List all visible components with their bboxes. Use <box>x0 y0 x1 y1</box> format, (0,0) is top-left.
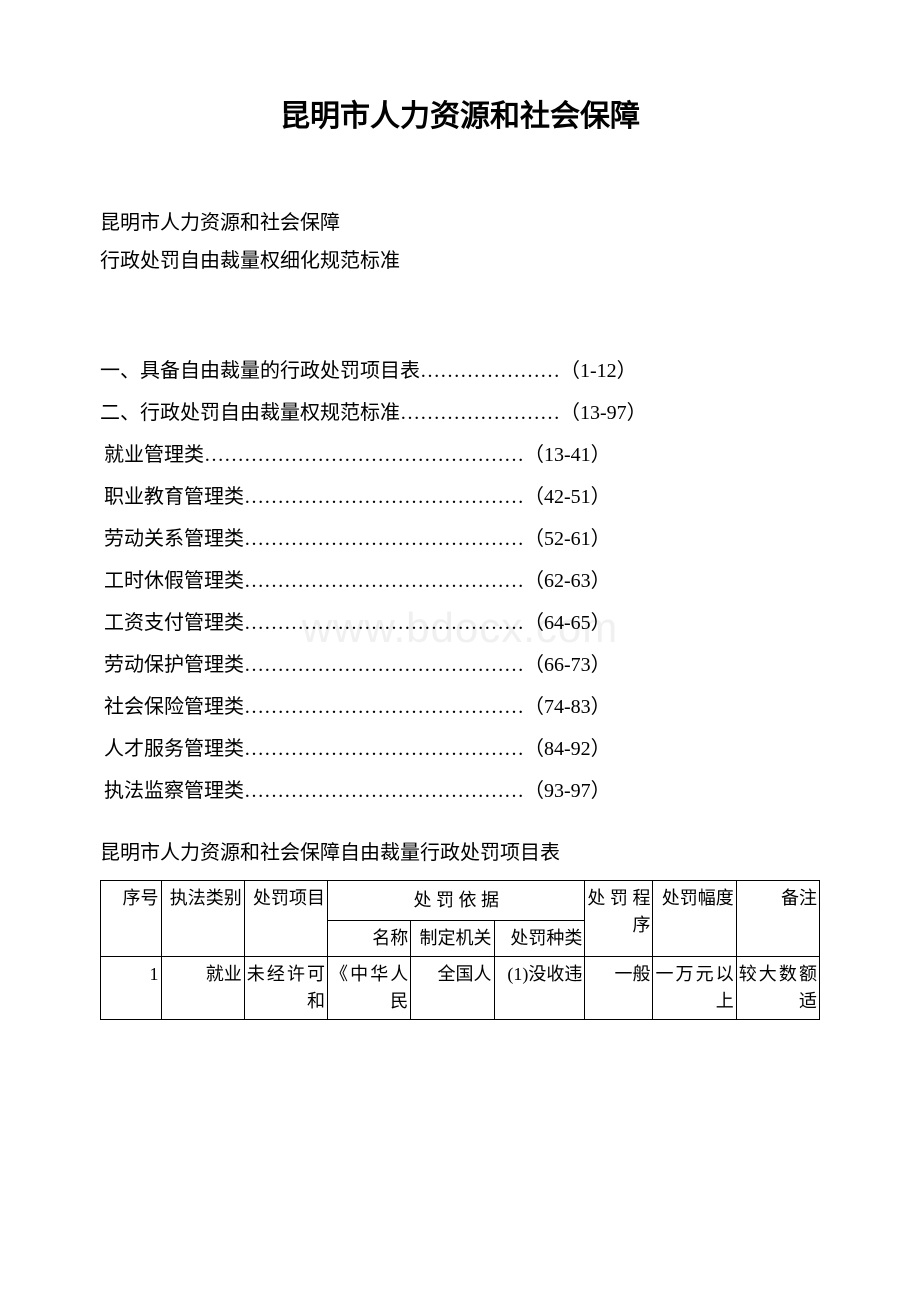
header-cell: 处罚程序 <box>585 881 653 957</box>
header-cell: 执法类别 <box>161 881 244 957</box>
toc-item: 一、具备自由裁量的行政处罚项目表…………………（1-12） <box>100 350 820 392</box>
data-cell: 就业 <box>161 957 244 1020</box>
data-cell: 全国人 <box>411 957 494 1020</box>
data-cell: 1 <box>101 957 162 1020</box>
header-cell: 备注 <box>736 881 819 957</box>
table-of-contents: 一、具备自由裁量的行政处罚项目表…………………（1-12） 二、行政处罚自由裁量… <box>100 350 820 812</box>
subtitle-block: 昆明市人力资源和社会保障 行政处罚自由裁量权细化规范标准 <box>100 204 820 280</box>
toc-item: 劳动关系管理类……………………………………（52-61） <box>100 518 820 560</box>
data-cell: 一万元以上 <box>653 957 736 1020</box>
header-cell: 处罚种类 <box>494 921 585 957</box>
data-cell: 《中华人民 <box>328 957 411 1020</box>
toc-item: 社会保险管理类……………………………………（74-83） <box>100 686 820 728</box>
header-cell: 处罚项目 <box>244 881 327 957</box>
data-cell: 未经许可和 <box>244 957 327 1020</box>
toc-item: 工时休假管理类……………………………………（62-63） <box>100 560 820 602</box>
header-cell: 制定机关 <box>411 921 494 957</box>
toc-item: 职业教育管理类……………………………………（42-51） <box>100 476 820 518</box>
data-cell: 较大数额适 <box>736 957 819 1020</box>
header-cell: 序号 <box>101 881 162 957</box>
header-cell: 处罚幅度 <box>653 881 736 957</box>
table-row: 1 就业 未经许可和 《中华人民 全国人 (1)没收违 一般 一万元以上 较大数… <box>101 957 820 1020</box>
table-row: 序号 执法类别 处罚项目 处 罚 依 据 处罚程序 处罚幅度 备注 <box>101 881 820 921</box>
toc-item: 劳动保护管理类……………………………………（66-73） <box>100 644 820 686</box>
subtitle-line-2: 行政处罚自由裁量权细化规范标准 <box>100 242 820 280</box>
header-cell-merged: 处 罚 依 据 <box>328 881 585 921</box>
toc-item: 就业管理类…………………………………………（13-41） <box>100 434 820 476</box>
header-cell: 名称 <box>328 921 411 957</box>
data-cell: 一般 <box>585 957 653 1020</box>
page-title: 昆明市人力资源和社会保障 <box>100 90 820 144</box>
penalty-table: 序号 执法类别 处罚项目 处 罚 依 据 处罚程序 处罚幅度 备注 名称 制定机… <box>100 880 820 1020</box>
toc-item: 工资支付管理类……………………………………（64-65） <box>100 602 820 644</box>
subtitle-line-1: 昆明市人力资源和社会保障 <box>100 204 820 242</box>
toc-item: 执法监察管理类……………………………………（93-97） <box>100 770 820 812</box>
data-cell: (1)没收违 <box>494 957 585 1020</box>
toc-item: 人才服务管理类……………………………………（84-92） <box>100 728 820 770</box>
section-title: 昆明市人力资源和社会保障自由裁量行政处罚项目表 <box>100 832 820 874</box>
toc-item: 二、行政处罚自由裁量权规范标准……………………（13-97） <box>100 392 820 434</box>
